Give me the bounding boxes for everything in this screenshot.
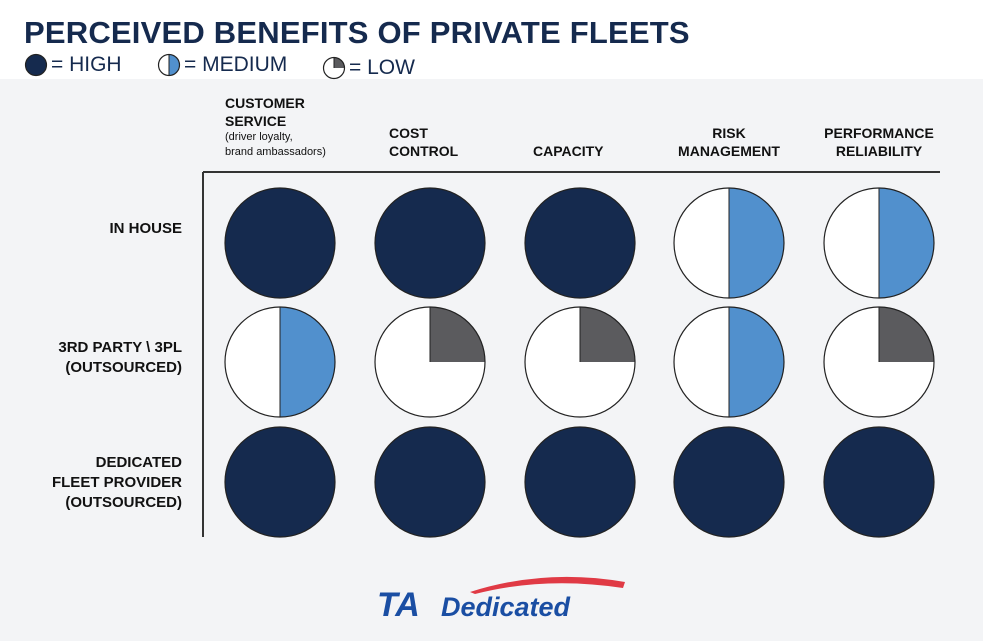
column-header: CUSTOMER SERVICE (driver loyalty, brand amb… bbox=[225, 95, 326, 159]
harvey-ball-high bbox=[524, 426, 636, 538]
column-header: PERFORMANCE RELIABILITY bbox=[824, 125, 934, 159]
row-header: 3RD PARTY \ 3PL (OUTSOURCED) bbox=[58, 339, 182, 376]
harvey-ball-high bbox=[224, 426, 336, 538]
legend-ball bbox=[157, 53, 181, 77]
legend-low: = LOW bbox=[322, 56, 415, 80]
column-header: RISK MANAGEMENT bbox=[678, 125, 780, 159]
harvey-ball-medium bbox=[673, 306, 785, 418]
harvey-ball-high bbox=[823, 426, 935, 538]
legend-high: = HIGH bbox=[24, 53, 122, 77]
harvey-ball-high bbox=[374, 426, 486, 538]
legend-label: = LOW bbox=[349, 56, 415, 79]
harvey-ball-high bbox=[524, 187, 636, 299]
svg-text:Dedicated: Dedicated bbox=[441, 592, 571, 622]
legend-ball bbox=[322, 56, 346, 80]
harvey-ball-medium bbox=[224, 306, 336, 418]
column-header: CAPACITY bbox=[533, 143, 604, 159]
legend-medium: = MEDIUM bbox=[157, 53, 287, 77]
harvey-ball-low bbox=[374, 306, 486, 418]
legend-label: = HIGH bbox=[51, 53, 122, 76]
low-ball-icon bbox=[322, 56, 346, 80]
harvey-ball-high bbox=[673, 426, 785, 538]
page-title: PERCEIVED BENEFITS OF PRIVATE FLEETS bbox=[24, 15, 690, 50]
medium-ball-icon bbox=[157, 53, 181, 77]
harvey-ball-low bbox=[524, 306, 636, 418]
ta-dedicated-logo: TA Dedicated bbox=[377, 576, 625, 624]
svg-text:TA: TA bbox=[377, 586, 420, 624]
legend-label: = MEDIUM bbox=[184, 53, 288, 76]
row-header: IN HOUSE bbox=[109, 220, 182, 237]
legend-ball bbox=[24, 53, 48, 77]
harvey-ball-medium bbox=[823, 187, 935, 299]
harvey-ball-low bbox=[823, 306, 935, 418]
harvey-ball-high bbox=[374, 187, 486, 299]
high-ball-icon bbox=[24, 53, 48, 77]
row-header: DEDICATED FLEET PROVIDER (OUTSOURCED) bbox=[51, 454, 182, 511]
column-header: COST CONTROL bbox=[389, 125, 459, 159]
harvey-ball-high bbox=[224, 187, 336, 299]
harvey-ball-medium bbox=[673, 187, 785, 299]
